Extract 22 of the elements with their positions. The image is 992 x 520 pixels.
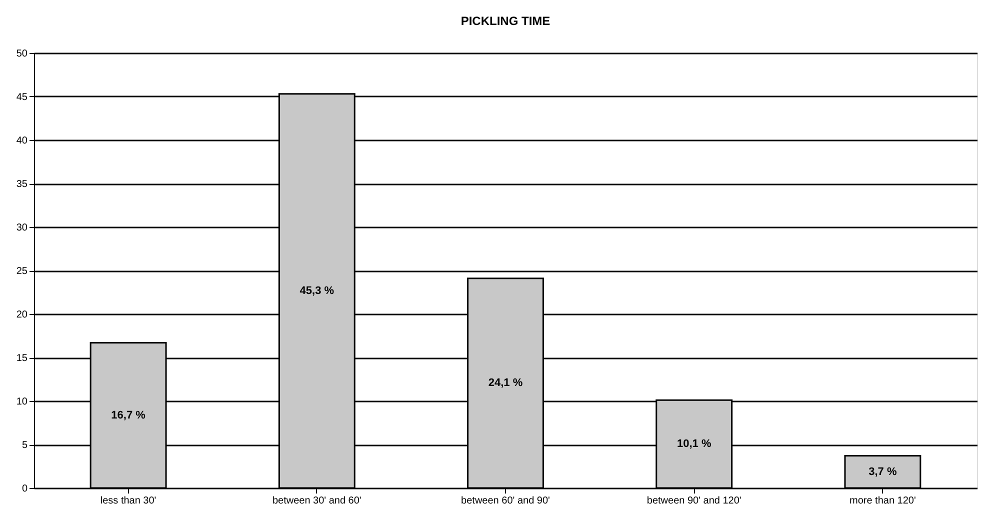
x-tick-label: less than 30' [100,496,156,506]
chart-title: PICKLING TIME [460,14,550,28]
y-tick-label: 30 [16,222,28,234]
data-label: 16,7 % [111,409,146,422]
y-tick-label: 25 [16,266,28,277]
y-tick-label: 10 [16,396,28,408]
y-tick-label: 35 [16,179,28,190]
x-tick-label: between 60' and 90' [461,496,550,506]
y-tick-label: 15 [16,353,28,364]
y-tick-label: 5 [22,440,28,451]
data-label: 10,1 % [676,438,712,450]
y-tick-label: 20 [16,310,28,320]
data-label: 24,1 % [488,377,523,390]
x-tick-label: more than 120' [849,496,916,506]
y-tick-label: 40 [16,136,28,146]
x-tick-label: between 30' and 60' [272,496,362,506]
y-tick-label: 0 [22,484,28,494]
x-tick-label: between 90' and 120' [646,496,742,506]
y-tick-label: 50 [16,48,28,60]
data-label: 45,3 % [300,284,334,297]
y-tick-label: 45 [16,92,28,103]
data-label: 3,7 % [868,466,897,478]
